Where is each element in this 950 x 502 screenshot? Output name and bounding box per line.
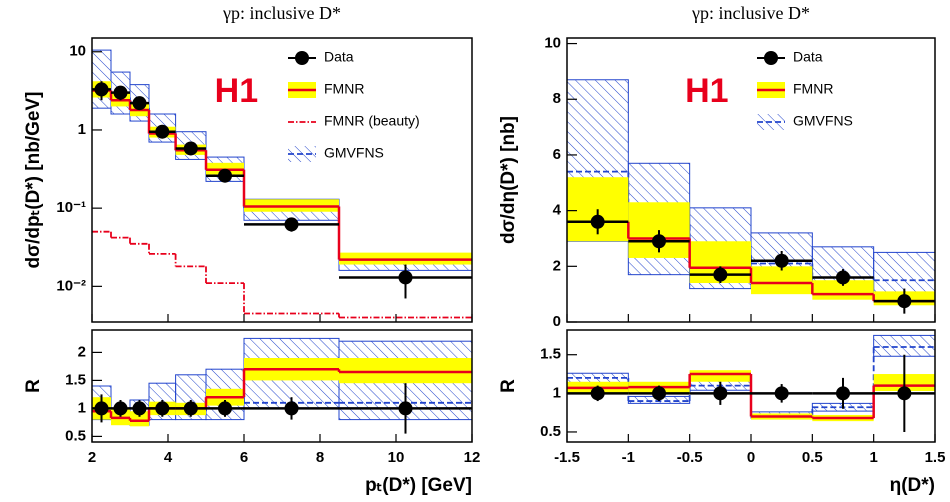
y-axis-label: dσ/dη(D*) [nb] xyxy=(498,116,519,244)
data-point xyxy=(590,386,605,401)
y-tick-label: 1 xyxy=(553,384,561,401)
data-point xyxy=(836,270,850,285)
x-tick-label: 6 xyxy=(240,449,248,466)
legend-label: FMNR xyxy=(324,81,364,97)
y-tick-label: 1 xyxy=(78,121,86,138)
data-point xyxy=(183,401,198,416)
data-point xyxy=(590,214,605,229)
y-tick-label: 10⁻² xyxy=(56,277,86,294)
y-axis-label: R xyxy=(498,379,519,393)
x-tick-label: -1.5 xyxy=(554,449,580,466)
x-tick-label: -1 xyxy=(622,449,635,466)
x-tick-label: 2 xyxy=(88,449,96,466)
x-tick-label: 1.5 xyxy=(925,449,946,466)
data-point xyxy=(774,386,789,401)
data-point xyxy=(155,124,170,139)
data-point xyxy=(94,82,109,97)
data-point xyxy=(218,401,232,416)
data-point xyxy=(398,270,413,285)
data-point xyxy=(284,217,299,232)
x-tick-label: -0.5 xyxy=(677,449,703,466)
data-point xyxy=(713,386,728,401)
x-axis-label: pₜ(D*) [GeV] xyxy=(365,475,472,496)
annotation: H1 xyxy=(215,72,258,110)
data-point xyxy=(897,386,912,401)
data-point xyxy=(218,168,232,183)
data-point xyxy=(183,141,198,156)
y-tick-label: 2 xyxy=(78,343,86,360)
legend-symbol xyxy=(764,51,778,65)
chart-title: γp: inclusive D* xyxy=(691,3,810,23)
data-point xyxy=(113,85,128,100)
legend-label: FMNR xyxy=(793,81,833,97)
y-tick-label: 10⁻¹ xyxy=(56,199,86,216)
band xyxy=(130,411,149,427)
y-tick-label: 0.5 xyxy=(540,423,561,440)
y-tick-label: 0.5 xyxy=(65,427,86,444)
y-tick-label: 1.5 xyxy=(540,346,561,363)
frame xyxy=(91,329,473,443)
data-point xyxy=(774,253,789,268)
data-point xyxy=(284,401,299,416)
plot-area xyxy=(567,79,935,314)
x-axis-label: η(D*) xyxy=(890,475,935,496)
data-point xyxy=(652,234,666,249)
legend-label: GMVFNS xyxy=(793,113,853,129)
data-point xyxy=(132,401,147,416)
data-point xyxy=(652,386,666,401)
annotation: H1 xyxy=(685,72,728,110)
y-tick-label: 1 xyxy=(78,399,86,416)
y-tick-label: 10 xyxy=(544,35,561,52)
data-point xyxy=(132,96,147,111)
y-tick-label: 10 xyxy=(69,43,86,60)
y-tick-label: 2 xyxy=(553,257,561,274)
data-point xyxy=(113,401,128,416)
y-tick-label: 1.5 xyxy=(65,371,86,388)
plot-area xyxy=(92,337,472,434)
band xyxy=(339,358,472,384)
data-point xyxy=(398,401,413,416)
band xyxy=(751,266,813,295)
y-tick-label: 0 xyxy=(553,313,561,330)
y-tick-label: 8 xyxy=(553,90,561,107)
y-axis-label: R xyxy=(23,379,44,393)
x-tick-label: 1 xyxy=(869,449,877,466)
legend-label: FMNR (beauty) xyxy=(324,113,420,129)
y-tick-label: 4 xyxy=(553,202,562,219)
legend-label: GMVFNS xyxy=(324,145,384,161)
x-tick-label: 8 xyxy=(316,449,324,466)
x-tick-label: 10 xyxy=(388,449,405,466)
chart-title: γp: inclusive D* xyxy=(222,3,341,23)
x-tick-label: 0 xyxy=(747,449,755,466)
legend-symbol xyxy=(295,51,309,65)
data-point xyxy=(836,386,850,401)
y-tick-label: 6 xyxy=(553,146,561,163)
y-axis-label: dσ/dpₜ(D*) [nb/GeV] xyxy=(23,92,44,269)
x-tick-label: 12 xyxy=(464,449,481,466)
plot-area xyxy=(92,49,472,319)
x-tick-label: 0.5 xyxy=(802,449,823,466)
plot-area xyxy=(567,334,935,432)
x-tick-label: 4 xyxy=(164,449,173,466)
legend-label: Data xyxy=(324,49,354,65)
data-point xyxy=(713,267,728,282)
frame xyxy=(91,37,473,323)
hatched-band xyxy=(873,334,935,357)
data-point xyxy=(897,294,912,309)
data-point xyxy=(155,401,170,416)
band xyxy=(689,370,751,382)
legend-label: Data xyxy=(793,49,823,65)
